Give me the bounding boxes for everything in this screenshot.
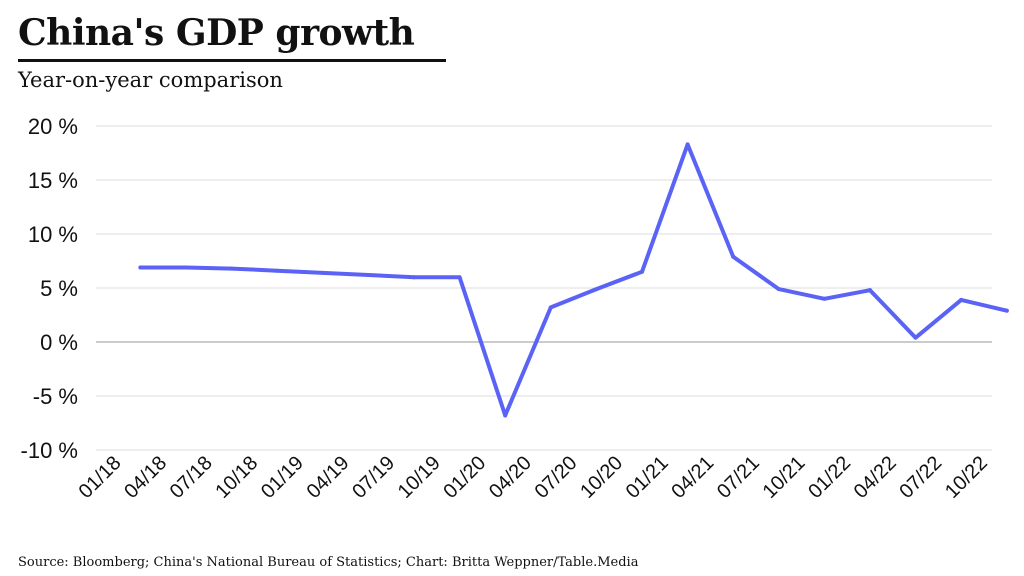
data-point (457, 275, 462, 280)
x-tick-label: 04/18 (120, 452, 171, 503)
x-axis-ticks: 01/1804/1807/1810/1801/1904/1907/1910/19… (75, 452, 992, 503)
source-note: Source: Bloomberg; China's National Bure… (18, 555, 639, 570)
chart-title: China's GDP growth (18, 12, 415, 54)
data-point (640, 269, 644, 274)
x-tick-label: 01/20 (439, 452, 490, 503)
y-tick-label: -10 % (21, 438, 78, 463)
series-line (138, 142, 1009, 418)
x-tick-label: 10/18 (211, 452, 262, 503)
y-tick-label: -5 % (33, 384, 78, 409)
data-point (184, 265, 188, 270)
x-tick-label: 04/19 (303, 452, 354, 503)
data-point (822, 296, 827, 301)
data-point (548, 305, 553, 310)
x-tick-label: 07/19 (348, 452, 399, 503)
x-tick-label: 04/21 (667, 452, 718, 503)
x-tick-label: 01/18 (75, 452, 126, 503)
x-tick-label: 07/18 (166, 452, 217, 503)
data-point (366, 273, 371, 278)
series-layer (138, 142, 1009, 418)
data-point (275, 268, 280, 273)
data-point (503, 413, 508, 418)
x-tick-label: 10/22 (941, 452, 992, 503)
chart-subtitle: Year-on-year comparison (18, 68, 283, 92)
y-tick-label: 15 % (28, 168, 78, 193)
data-point (731, 254, 736, 259)
data-point (913, 335, 918, 340)
y-tick-label: 5 % (40, 276, 78, 301)
y-tick-label: 0 % (40, 330, 78, 355)
data-point (1004, 308, 1009, 313)
data-point (868, 288, 872, 293)
x-tick-label: 04/20 (485, 452, 536, 503)
x-tick-label: 04/22 (850, 452, 901, 503)
x-tick-label: 10/21 (759, 452, 810, 503)
data-point (412, 275, 416, 280)
data-point (776, 287, 781, 292)
x-tick-label: 10/19 (394, 452, 445, 503)
data-point (320, 270, 325, 275)
x-tick-label: 01/19 (257, 452, 308, 503)
data-point (229, 266, 234, 271)
data-point (138, 265, 143, 270)
x-tick-label: 01/21 (622, 452, 673, 503)
x-tick-label: 07/20 (531, 452, 582, 503)
x-tick-label: 01/22 (804, 452, 855, 503)
data-point (685, 142, 690, 147)
data-point (959, 297, 964, 302)
x-tick-label: 07/22 (895, 452, 946, 503)
grid-layer (96, 125, 992, 451)
x-tick-label: 07/21 (713, 452, 764, 503)
y-tick-label: 20 % (28, 114, 78, 139)
y-axis-ticks: -10 % -5 % 0 % 5 % 10 % 15 % 20 % (21, 114, 78, 463)
x-tick-label: 10/20 (576, 452, 627, 503)
data-point (594, 287, 599, 292)
y-tick-label: 10 % (28, 222, 78, 247)
title-underline (18, 59, 446, 62)
